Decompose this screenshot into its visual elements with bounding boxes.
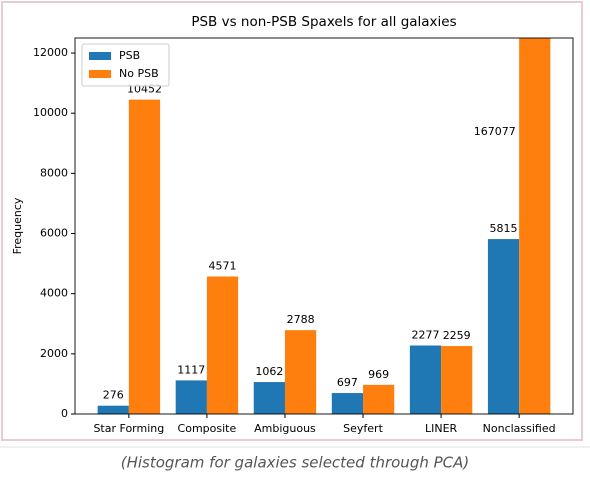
x-tick-label: Ambiguous (254, 422, 316, 435)
y-tick-label: 6000 (40, 227, 68, 240)
data-label: 4571 (209, 260, 237, 273)
x-tick-label: LINER (425, 422, 458, 435)
y-axis-label: Frequency (11, 197, 24, 254)
y-tick-label: 0 (61, 407, 68, 420)
bars (97, 38, 551, 414)
bar (331, 393, 364, 414)
frame (1, 1, 583, 441)
y-tick-label: 4000 (40, 287, 68, 300)
y-tick-label: 12000 (33, 46, 68, 59)
bar (441, 346, 473, 414)
data-label: 697 (337, 376, 358, 389)
x-tick-label: Composite (178, 422, 237, 435)
y-tick-label: 2000 (40, 347, 68, 360)
bar (519, 38, 551, 414)
bar (253, 382, 285, 414)
x-tick-label: Nonclassified (483, 422, 556, 435)
data-label: 969 (368, 368, 389, 381)
chart-title: PSB vs non-PSB Spaxels for all galaxies (191, 14, 456, 30)
data-label: 2277 (411, 329, 439, 342)
bar (409, 345, 442, 414)
data-label: 1117 (177, 363, 205, 376)
y-tick-label: 10000 (33, 106, 68, 119)
bar (128, 99, 161, 414)
x-tick-label: Star Forming (93, 422, 164, 435)
y-tick-label: 8000 (40, 166, 68, 179)
bar (206, 276, 239, 414)
data-label: 2259 (443, 329, 471, 342)
legend-label: PSB (119, 49, 140, 62)
bar (97, 405, 129, 414)
data-label: 1062 (255, 365, 283, 378)
bar (284, 330, 317, 414)
legend-label: No PSB (119, 67, 159, 80)
data-label: 276 (103, 389, 124, 402)
caption: (Histogram for galaxies selected through… (121, 454, 470, 472)
bar (487, 239, 520, 414)
data-label: 2788 (287, 313, 315, 326)
bar (175, 380, 207, 414)
data-label: 5815 (490, 222, 518, 235)
legend-swatch (89, 52, 111, 60)
data-label: 167077 (474, 125, 516, 138)
legend-swatch (89, 70, 111, 78)
axes-frame (74, 37, 574, 415)
x-tick-label: Seyfert (343, 422, 383, 435)
bar (363, 384, 395, 414)
